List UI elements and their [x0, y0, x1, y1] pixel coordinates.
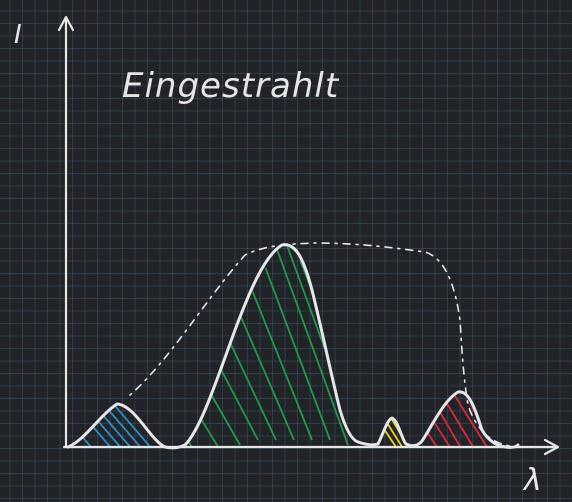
spectrum-curve	[66, 243, 520, 450]
x-axis-arrow-icon	[543, 438, 560, 456]
x-axis-label: λ	[522, 463, 542, 498]
y-axis-label: I	[14, 20, 22, 50]
diagram-title: Eingestrahlt	[122, 66, 340, 106]
y-axis-arrow-icon	[57, 15, 75, 32]
green-hatching	[185, 245, 358, 447]
red-hatching	[420, 392, 492, 447]
incident-spectrum-dotted-curve	[129, 242, 521, 448]
